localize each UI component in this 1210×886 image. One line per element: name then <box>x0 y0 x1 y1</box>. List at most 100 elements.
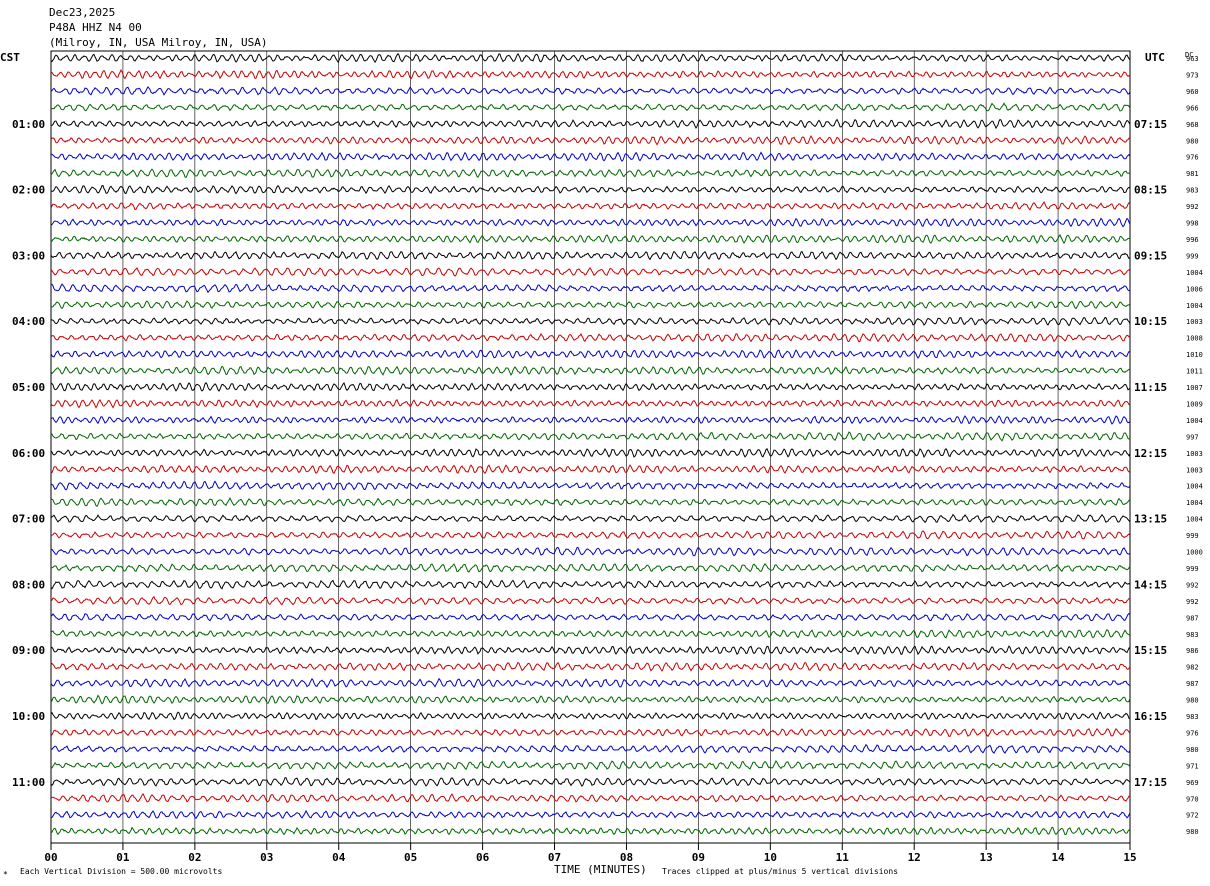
trace-row-22 <box>50 415 1131 425</box>
trace-row-14 <box>50 283 1131 294</box>
dc-value: 982 <box>1186 664 1199 672</box>
right-hour-label: 10:15 <box>1134 315 1167 328</box>
dc-value: 980 <box>1186 697 1199 705</box>
trace-row-33 <box>50 596 1131 606</box>
x-tick-04: 04 <box>332 851 346 864</box>
right-hour-label: 16:15 <box>1134 710 1167 723</box>
x-tick-07: 07 <box>548 851 561 864</box>
trace-row-46 <box>50 809 1131 820</box>
right-hour-label: 11:15 <box>1134 381 1167 394</box>
dc-value: 981 <box>1186 170 1199 178</box>
left-hour-label: 10:00 <box>12 710 45 723</box>
dc-value: 1000 <box>1186 549 1203 557</box>
trace-row-19 <box>50 365 1131 376</box>
right-hour-label: 07:15 <box>1134 118 1167 131</box>
traces <box>50 52 1131 836</box>
trace-row-23 <box>50 431 1131 442</box>
dc-value: 976 <box>1186 729 1199 737</box>
x-tick-06: 06 <box>476 851 490 864</box>
trace-row-16 <box>50 316 1131 327</box>
x-tick-03: 03 <box>260 851 273 864</box>
right-hour-label: 08:15 <box>1134 184 1167 197</box>
trace-row-10 <box>50 217 1131 228</box>
dc-value: 980 <box>1186 828 1199 836</box>
trace-row-15 <box>50 300 1131 310</box>
date-label: Dec23,2025 <box>49 6 115 19</box>
trace-row-42 <box>50 743 1131 754</box>
dc-value: 997 <box>1186 433 1199 441</box>
trace-row-8 <box>50 184 1131 195</box>
dc-value: 976 <box>1186 154 1199 162</box>
x-tick-02: 02 <box>188 851 201 864</box>
dc-value: 966 <box>1186 104 1199 112</box>
dc-value: 992 <box>1186 203 1199 211</box>
trace-row-18 <box>50 349 1131 359</box>
dc-value: 1007 <box>1186 384 1203 392</box>
trace-row-32 <box>50 579 1131 590</box>
dc-value: 1004 <box>1186 302 1203 310</box>
dc-value: 983 <box>1186 713 1199 721</box>
trace-row-47 <box>50 826 1131 836</box>
trace-row-25 <box>50 464 1131 475</box>
left-hour-labels: 01:00 02:00 03:00 04:00 05:00 06:00 07:00 08:00… <box>12 118 45 789</box>
trace-row-3 <box>50 102 1131 112</box>
left-hour-label: 05:00 <box>12 381 45 394</box>
x-tick-00: 00 <box>44 851 57 864</box>
dc-value: 1006 <box>1186 285 1203 293</box>
trace-row-38 <box>50 677 1131 689</box>
trace-row-4 <box>50 118 1131 130</box>
clip-note: Traces clipped at plus/minus 5 vertical … <box>662 867 898 876</box>
dc-value: 1004 <box>1186 483 1203 491</box>
x-tick-01: 01 <box>116 851 130 864</box>
footer-mark: * <box>3 870 8 879</box>
trace-row-34 <box>50 612 1131 622</box>
dc-value: 986 <box>1186 647 1199 655</box>
dc-value: 1003 <box>1186 466 1203 474</box>
dc-value: 1004 <box>1186 499 1203 507</box>
x-tick-12: 12 <box>908 851 921 864</box>
x-tick-10: 10 <box>764 851 777 864</box>
trace-row-2 <box>50 85 1131 96</box>
right-zone-label: UTC <box>1145 51 1165 64</box>
trace-row-31 <box>50 563 1131 573</box>
x-tick-13: 13 <box>980 851 993 864</box>
dc-value: 1008 <box>1186 335 1203 343</box>
dc-value: 973 <box>1186 71 1199 79</box>
trace-row-28 <box>50 513 1131 524</box>
dc-value: 1003 <box>1186 450 1203 458</box>
trace-row-1 <box>50 69 1131 80</box>
left-hour-label: 02:00 <box>12 184 45 197</box>
dc-label: DC <box>1185 51 1193 59</box>
dc-value: 980 <box>1186 746 1199 754</box>
x-tick-labels: 00 01 02 03 04 05 06 07 08 09 10 11 12 13 14 15 <box>44 851 1136 864</box>
x-axis-title: TIME (MINUTES) <box>554 863 647 876</box>
trace-row-29 <box>50 530 1131 540</box>
dc-value: 983 <box>1186 631 1199 639</box>
trace-row-21 <box>50 399 1131 409</box>
dc-value: 1004 <box>1186 516 1203 524</box>
right-hour-labels: 07:15 08:15 09:15 10:15 11:15 12:15 13:15 14:15… <box>1134 118 1167 789</box>
dc-value: 1010 <box>1186 351 1203 359</box>
trace-row-40 <box>50 711 1131 721</box>
x-tick-14: 14 <box>1051 851 1065 864</box>
right-hour-label: 12:15 <box>1134 447 1167 460</box>
dc-value: 999 <box>1186 565 1199 573</box>
trace-row-11 <box>50 233 1131 244</box>
scale-note: Each Vertical Division = 500.00 microvol… <box>20 867 222 876</box>
left-hour-label: 07:00 <box>12 513 45 526</box>
dc-value: 968 <box>1186 121 1199 129</box>
left-hour-label: 09:00 <box>12 644 45 657</box>
dc-value: 969 <box>1186 779 1199 787</box>
trace-row-36 <box>50 645 1131 656</box>
trace-row-0 <box>50 52 1131 64</box>
left-hour-label: 01:00 <box>12 118 45 131</box>
x-tick-09: 09 <box>692 851 705 864</box>
right-hour-label: 13:15 <box>1134 513 1167 526</box>
trace-row-30 <box>50 546 1131 557</box>
trace-row-44 <box>50 777 1131 787</box>
trace-row-20 <box>50 381 1131 392</box>
trace-row-41 <box>50 727 1131 738</box>
dc-values: 963 973 960 966 968 980 976 981 983 992 998 996 999 1… <box>1186 55 1203 836</box>
dc-value: 1003 <box>1186 318 1203 326</box>
